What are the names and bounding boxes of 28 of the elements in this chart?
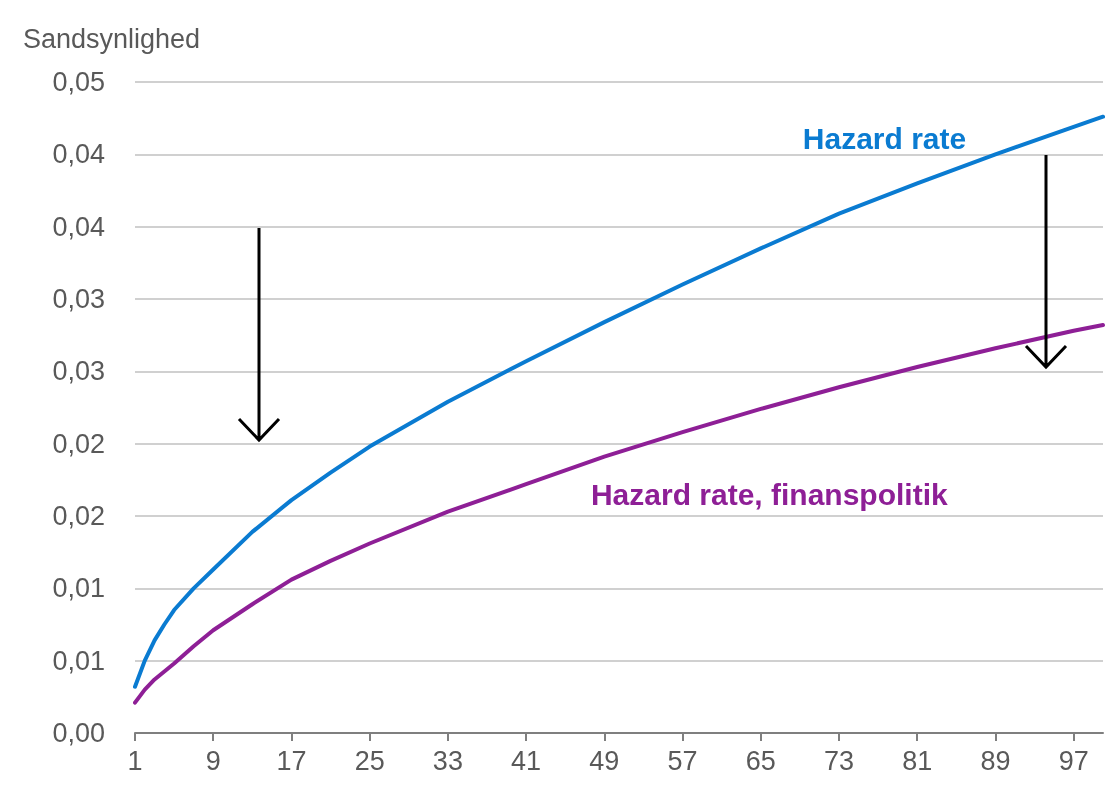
- y-tick-label: 0,05: [52, 67, 105, 97]
- y-tick-label: 0,01: [52, 573, 105, 604]
- line-series: [133, 114, 1105, 689]
- y-tick-label: 0,03: [52, 356, 105, 387]
- line-series: [133, 323, 1105, 705]
- x-tick-label: 41: [511, 745, 542, 776]
- series-label: Hazard rate, finanspolitik: [590, 478, 949, 512]
- y-tick-label: 0,04: [52, 139, 105, 170]
- x-tick-label: 9: [205, 745, 221, 776]
- y-tick-label: 0,02: [52, 501, 105, 531]
- x-tick-label: 97: [1058, 745, 1089, 776]
- x-tick-label: 81: [902, 745, 933, 776]
- y-tick-label: 0,01: [52, 645, 105, 676]
- y-tick-label: 0,00: [52, 718, 105, 748]
- x-tick-label: 49: [589, 745, 620, 776]
- y-tick-label: 0,04: [52, 211, 105, 242]
- x-tick-label: 73: [823, 745, 855, 776]
- y-tick-label: 0,03: [52, 284, 105, 314]
- x-tick-label: 57: [667, 745, 698, 776]
- x-tick-label: 65: [745, 745, 776, 776]
- x-tick-label: 1: [127, 745, 143, 776]
- x-tick-label: 17: [276, 745, 307, 776]
- y-tick-label: 0,02: [52, 428, 105, 459]
- y-axis-title: Sandsynlighed: [23, 23, 201, 54]
- x-tick-label: 25: [354, 745, 385, 776]
- series-label: Hazard rate: [802, 121, 967, 155]
- x-tick-label: 33: [432, 745, 463, 776]
- x-tick-label: 89: [980, 745, 1011, 776]
